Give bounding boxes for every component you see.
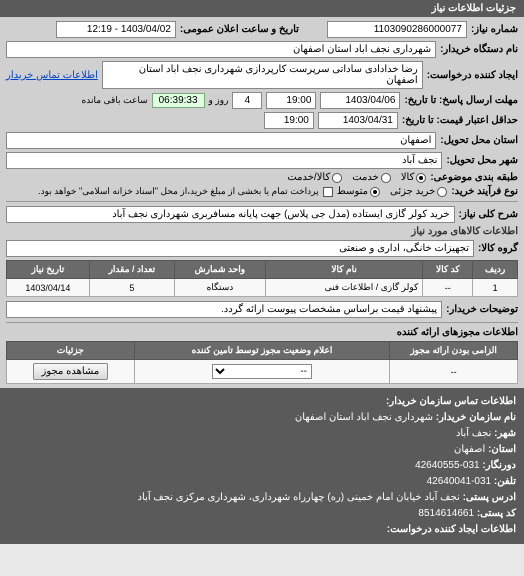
proctype-label: نوع فرآیند خرید: <box>451 186 518 197</box>
contact-link[interactable]: اطلاعات تماس خریدار <box>6 70 98 81</box>
footer-address-label: ادرس پستی: <box>463 492 516 503</box>
radio-icon <box>416 173 426 183</box>
auth-row: -- -- مشاهده مجوز <box>7 360 518 384</box>
pubdate-label: تاریخ و ساعت اعلان عمومی: <box>180 24 299 35</box>
pricevalid-label: حداقل اعتبار قیمت: تا تاریخ: <box>402 115 518 126</box>
auth-col2: اعلام وضعیت مجوز توسط تامین کننده <box>134 342 390 360</box>
page-header: جزئیات اطلاعات نیاز <box>0 0 524 17</box>
city-field: نجف آباد <box>6 152 442 169</box>
footer-creatorinfo-label: اطلاعات ایجاد کننده درخواست: <box>387 524 516 535</box>
budget-radio-kala-label: کالا <box>401 172 415 183</box>
auth-cell-detail: مشاهده مجوز <box>7 360 135 384</box>
table-row: 1 -- کولر گازی / اطلاعات فنی دستگاه 5 14… <box>7 279 518 297</box>
proctype-radio-group: خرید جزئی متوسط <box>337 186 448 197</box>
group-label: گروه کالا: <box>478 243 518 254</box>
budget-radio-both[interactable]: کالا/خدمت <box>287 172 342 183</box>
cell-name-text: کولر گازی / اطلاعات فنی <box>325 282 419 292</box>
footer-orgname-label: نام سازمان خریدار: <box>436 412 516 423</box>
pricevalid-date: 1403/04/31 <box>318 112 398 129</box>
view-auth-button[interactable]: مشاهده مجوز <box>33 363 109 380</box>
col-unit: واحد شمارش <box>174 261 265 279</box>
buyerorg-label: نام دستگاه خریدار: <box>440 44 518 55</box>
info-panel: شماره نیاز: 1103090286000077 تاریخ و ساع… <box>0 17 524 388</box>
footer-province: اصفهان <box>454 444 485 455</box>
footer-orgname: شهرداری نجف اباد استان اصفهان <box>295 412 433 423</box>
group-field: تجهیزات خانگی، اداری و صنعتی <box>6 240 474 257</box>
remaining-time: 06:39:33 <box>152 93 205 108</box>
radio-icon <box>370 187 380 197</box>
footer-city-label: شهر: <box>494 428 516 439</box>
footer-panel: اطلاعات تماس سازمان خریدار: نام سازمان خ… <box>0 388 524 544</box>
proctype-radio-cheap[interactable]: خرید جزئی <box>390 186 447 197</box>
creator-field: رضا خدادادی ساداتی سرپرست کارپردازی شهرد… <box>102 61 423 89</box>
auth-table: الزامی بودن ارائه مجوز اعلام وضعیت مجوز … <box>6 341 518 384</box>
goods-header: اطلاعات کالاهای مورد نیاز <box>411 226 518 237</box>
footer-header: اطلاعات تماس سازمان خریدار: <box>386 396 516 407</box>
cell-unit: دستگاه <box>174 279 265 297</box>
budget-label: طبقه بندی موضوعی: <box>430 172 518 183</box>
cell-row: 1 <box>473 279 518 297</box>
budget-radio-khadamat-label: خدمت <box>352 172 379 183</box>
auth-col1: الزامی بودن ارائه مجوز <box>390 342 518 360</box>
proctype-radio-mid[interactable]: متوسط <box>337 186 380 197</box>
remaining-days: 4 <box>232 92 262 109</box>
reply-deadline-time: 19:00 <box>266 92 316 109</box>
need-title-field: خرید کولر گازی ایستاده (مدل جی پلاس) جهت… <box>6 206 455 223</box>
need-title-label: شرح کلی نیاز: <box>459 209 518 220</box>
footer-tel-label: تلفن: <box>494 476 516 487</box>
remaining-days-label: روز و <box>209 95 229 106</box>
footer-postal-label: کد پستی: <box>477 508 516 519</box>
radio-icon <box>381 173 391 183</box>
checkbox-icon <box>323 187 333 197</box>
reply-deadline-label: مهلت ارسال پاسخ: تا تاریخ: <box>404 95 518 106</box>
col-qty: تعداد / مقدار <box>89 261 174 279</box>
province-label: استان محل تحویل: <box>440 135 518 146</box>
proctype-note: پرداخت تمام یا بخشی از مبلغ خرید،از محل … <box>38 186 318 197</box>
proctype-radio-cheap-label: خرید جزئی <box>390 186 435 197</box>
reqno-field: 1103090286000077 <box>327 21 467 38</box>
col-row: ردیف <box>473 261 518 279</box>
auth-col3: جزئیات <box>7 342 135 360</box>
city-label: شهر محل تحویل: <box>446 155 518 166</box>
page-title: جزئیات اطلاعات نیاز <box>432 3 516 14</box>
radio-icon <box>437 187 447 197</box>
cell-qty: 5 <box>89 279 174 297</box>
radio-icon <box>332 173 342 183</box>
budget-radio-both-label: کالا/خدمت <box>287 172 330 183</box>
budget-radio-group: کالا خدمت کالا/خدمت <box>287 172 426 183</box>
treasury-checkbox[interactable] <box>323 187 333 197</box>
col-code: کد کالا <box>423 261 473 279</box>
auth-header: اطلاعات مجوزهای ارائه کننده <box>397 327 518 338</box>
footer-tel: 031-42640041 <box>427 476 492 487</box>
col-name: نام کالا <box>265 261 422 279</box>
goods-table: ردیف کد کالا نام کالا واحد شمارش تعداد /… <box>6 260 518 297</box>
buyernote-field: پیشنهاد قیمت براساس مشخصات پیوست ارائه گ… <box>6 301 442 318</box>
cell-date: 1403/04/14 <box>7 279 90 297</box>
footer-address: نجف آباد خیابان امام خمینی (ره) چهارراه … <box>138 492 460 503</box>
reqno-label: شماره نیاز: <box>471 24 518 35</box>
buyerorg-field: شهرداری نجف اباد استان اصفهان <box>6 41 436 58</box>
creator-label: ایجاد کننده درخواست: <box>427 70 518 81</box>
footer-city: نجف آباد <box>456 428 491 439</box>
budget-radio-kala[interactable]: کالا <box>401 172 427 183</box>
cell-name: کولر گازی / اطلاعات فنی <box>265 279 422 297</box>
pubdate-field: 1403/04/02 - 12:19 <box>56 21 176 38</box>
auth-cell-mandatory: -- <box>390 360 518 384</box>
footer-postal: 8514614661 <box>418 508 474 519</box>
cell-code: -- <box>423 279 473 297</box>
col-date: تاریخ نیاز <box>7 261 90 279</box>
budget-radio-khadamat[interactable]: خدمت <box>352 172 391 183</box>
footer-fax: 031-42640555 <box>415 460 480 471</box>
reply-deadline-date: 1403/04/06 <box>320 92 400 109</box>
proctype-radio-mid-label: متوسط <box>337 186 368 197</box>
auth-status-select[interactable]: -- <box>212 364 312 379</box>
remaining-suffix: ساعت باقی مانده <box>82 95 148 106</box>
auth-cell-status: -- <box>134 360 390 384</box>
province-field: اصفهان <box>6 132 436 149</box>
buyernote-label: توضیحات خریدار: <box>446 304 518 315</box>
footer-fax-label: دورنگار: <box>482 460 516 471</box>
pricevalid-time: 19:00 <box>264 112 314 129</box>
footer-province-label: استان: <box>488 444 516 455</box>
